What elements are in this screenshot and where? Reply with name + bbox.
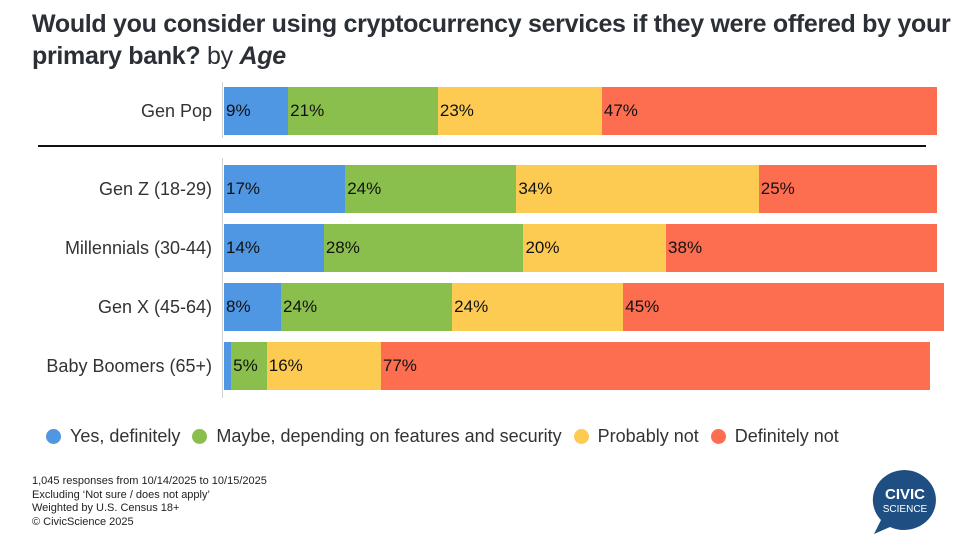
data-label: 20% [525,238,560,257]
footnote: Excluding ‘Not sure / does not apply’ [32,488,210,501]
logo-text-science: SCIENCE [883,504,928,515]
category-label: Millennials (30-44) [64,238,212,258]
bar-segment [224,87,289,135]
legend-label: Yes, definitely [70,426,181,446]
category-label: Gen Pop [140,101,212,121]
bar-segment [224,165,346,213]
legend-item: Definitely not [710,426,839,447]
data-label: 23% [439,101,474,120]
legend-item: Yes, definitely [46,426,180,447]
legend: Yes, definitely Maybe, depending on featu… [46,426,851,447]
bar-segment [231,342,267,390]
bar-segment [266,342,381,390]
bar-segment [224,224,324,272]
data-label: 38% [668,238,703,257]
data-label: 77% [382,356,417,375]
bar-segment [666,224,937,272]
category-label: Gen Z (18-29) [98,179,212,199]
bar-segment [523,224,667,272]
logo-text-civic: CIVIC [885,486,925,503]
footnote: 1,045 responses from 10/14/2025 to 10/15… [32,475,267,487]
legend-label: Definitely not [734,426,839,446]
data-label: 24% [283,297,318,316]
data-label: 24% [347,179,382,198]
bar-segment [380,342,930,390]
bar-segment [345,165,517,213]
legend-item: Maybe, depending on features and securit… [192,426,562,447]
bar-segment [323,224,524,272]
bar-segment [224,342,232,390]
title-dimension: Age [239,42,287,70]
data-label: 14% [226,238,261,257]
footnote: © CivicScience 2025 [32,515,134,528]
legend-dot-icon [46,429,61,444]
footnotes: 1,045 responses from 10/14/2025 to 10/15… [32,475,267,529]
data-label: 24% [454,297,489,316]
bar-segment [758,165,937,213]
title-by: by [207,42,233,70]
data-label: 21% [290,101,325,120]
data-label: 34% [518,179,553,198]
data-label: 47% [603,101,638,120]
data-label: 5% [233,356,258,375]
data-label: 8% [226,297,251,316]
bar-segment [437,87,602,135]
footnote: Weighted by U.S. Census 18+ [32,502,180,514]
bar-segment [516,165,759,213]
bar-segment [224,283,282,331]
data-label: 9% [226,101,251,120]
axis-line [222,82,223,138]
title-main: Would you consider using cryptocurrency … [32,10,951,70]
legend-label: Probably not [597,426,699,446]
category-label: Baby Boomers (65+) [46,356,212,376]
chart-title: Would you consider using cryptocurrency … [32,8,952,72]
data-label: 17% [226,179,261,198]
axis-line [222,158,223,398]
legend-dot-icon [573,429,589,444]
gen-pop-divider [38,145,926,147]
legend-dot-icon [192,429,208,444]
legend-label: Maybe, depending on features and securit… [216,426,562,446]
data-label: 16% [268,356,303,375]
bar-segment [281,283,453,331]
civicscience-logo: CIVIC SCIENCE [872,470,936,534]
bar-segment [601,87,937,135]
category-label: Gen X (45-64) [97,297,212,317]
bar-segment [452,283,624,331]
bar-segment [288,87,438,135]
legend-dot-icon [710,429,726,444]
data-label: 28% [325,238,360,257]
bar-segment [623,283,945,331]
data-label: 45% [625,297,660,316]
legend-item: Probably not [573,426,699,447]
data-label: 25% [760,179,795,198]
